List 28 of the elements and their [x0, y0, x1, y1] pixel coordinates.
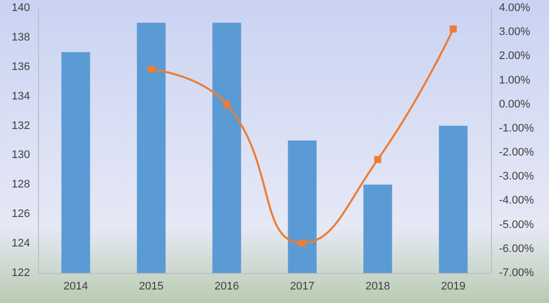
y2-tick-label: 4.00%	[499, 2, 530, 14]
y-tick-label: 128	[12, 178, 30, 191]
x-tick-label: 2014	[64, 280, 88, 292]
x-tick-label: 2016	[214, 280, 239, 292]
y-tick-label: 124	[12, 238, 30, 250]
x-tick-label: 2017	[290, 280, 314, 292]
x-tick-label: 2019	[441, 280, 466, 292]
y2-tick-label: 1.00%	[499, 74, 530, 86]
y-tick-label: 122	[12, 267, 30, 279]
y2-tick-label: -6.00%	[499, 242, 534, 255]
y2-tick-label: -1.00%	[499, 122, 534, 134]
x-tick-label: 2018	[366, 280, 390, 292]
y-tick-label: 136	[12, 60, 30, 73]
y2-tick-label: -2.00%	[499, 146, 534, 159]
y2-tick-label: -7.00%	[499, 267, 534, 279]
y-tick-label: 126	[12, 208, 30, 220]
y-tick-label: 140	[12, 2, 30, 14]
y2-tick-label: 0.00%	[499, 98, 530, 110]
y-tick-label: 130	[12, 149, 30, 162]
x-tick-label: 2015	[139, 280, 164, 292]
y2-tick-label: 3.00%	[499, 26, 530, 38]
y2-tick-label: -4.00%	[499, 194, 534, 207]
y-tick-label: 134	[12, 90, 30, 102]
y2-tick-label: 2.00%	[499, 50, 530, 62]
y2-tick-label: -3.00%	[499, 170, 534, 183]
y-tick-label: 138	[12, 31, 30, 44]
y-tick-label: 132	[12, 120, 30, 132]
y2-tick-label: -5.00%	[499, 218, 534, 231]
